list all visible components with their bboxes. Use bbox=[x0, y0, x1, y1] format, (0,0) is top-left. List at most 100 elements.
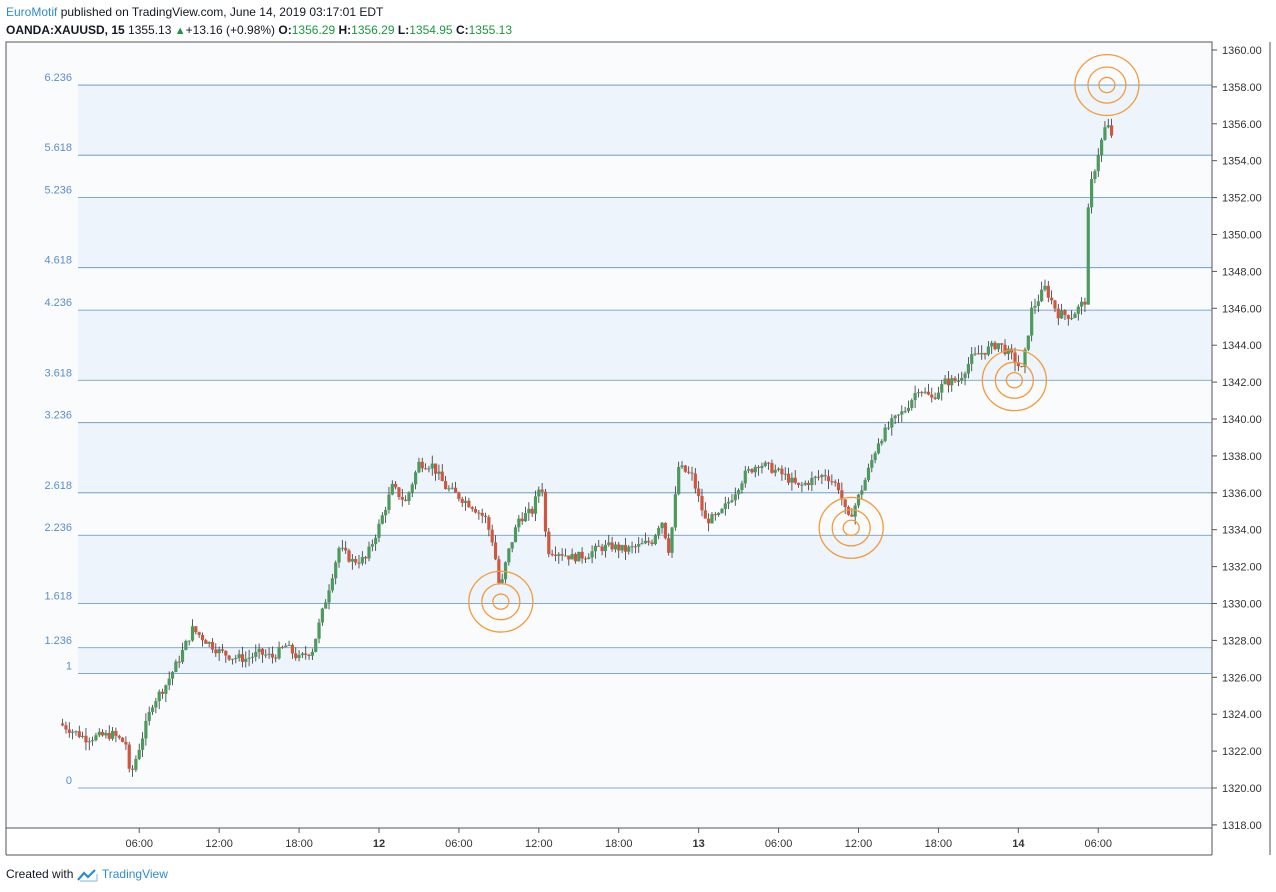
candle-body bbox=[860, 490, 864, 495]
candle-body bbox=[930, 394, 934, 398]
author-link[interactable]: EuroMotif bbox=[6, 5, 58, 19]
candle-body bbox=[557, 554, 561, 556]
y-tick-label: 1356.00 bbox=[1222, 119, 1262, 131]
plot-frame bbox=[5, 41, 1213, 829]
x-tick-label: 06:00 bbox=[125, 838, 153, 850]
candle-body bbox=[846, 507, 851, 515]
candle-body bbox=[493, 542, 498, 560]
candle-body bbox=[590, 551, 594, 558]
candle-body bbox=[134, 759, 138, 770]
y-tick-label: 1318.00 bbox=[1222, 820, 1262, 832]
y-tick-label: 1348.00 bbox=[1222, 266, 1262, 278]
candle-body bbox=[427, 468, 431, 470]
candle-body bbox=[906, 407, 911, 412]
candle-body bbox=[367, 546, 371, 559]
low-label: L: bbox=[397, 23, 410, 37]
low-value: 1354.95 bbox=[409, 23, 453, 37]
candle-body bbox=[946, 378, 951, 386]
candle-body bbox=[380, 515, 384, 524]
candle-body bbox=[227, 655, 231, 660]
candle-body bbox=[147, 711, 151, 721]
candle-body bbox=[943, 378, 947, 385]
fib-level-label: 5.618 bbox=[44, 142, 72, 154]
highlight-circle bbox=[1098, 76, 1116, 94]
candle-body bbox=[517, 518, 521, 528]
candle-body bbox=[144, 720, 148, 739]
candle-body bbox=[81, 735, 85, 737]
candle-body bbox=[896, 414, 901, 416]
fib-level-label: 4.618 bbox=[44, 255, 72, 267]
candle-body bbox=[637, 543, 641, 547]
candle-body bbox=[1060, 310, 1064, 319]
candle-body bbox=[843, 499, 847, 508]
candle-body bbox=[307, 655, 311, 657]
candle-body bbox=[1050, 297, 1054, 301]
candle-body bbox=[1066, 315, 1070, 319]
candle-body bbox=[886, 427, 891, 429]
candle-body bbox=[687, 471, 691, 473]
candle-body bbox=[384, 509, 388, 516]
candle-body bbox=[780, 468, 784, 475]
candle-body bbox=[543, 491, 548, 532]
candle-body bbox=[74, 731, 78, 733]
candle-body bbox=[757, 466, 761, 468]
candle-body bbox=[71, 731, 75, 733]
candle-body bbox=[1056, 308, 1060, 319]
close-label: C: bbox=[455, 23, 469, 37]
fib-level-label: 5.236 bbox=[44, 185, 72, 197]
candle-body bbox=[600, 546, 604, 552]
candle-body bbox=[583, 558, 588, 560]
y-tick-label: 1346.00 bbox=[1222, 303, 1262, 315]
fib-band bbox=[78, 197, 1212, 268]
candle-body bbox=[697, 488, 701, 497]
candle-body bbox=[1020, 366, 1024, 368]
candle-body bbox=[530, 508, 534, 514]
candle-body bbox=[776, 468, 781, 470]
candle-body bbox=[340, 547, 344, 549]
candle-body bbox=[670, 527, 674, 553]
candle-body bbox=[970, 354, 974, 364]
candle-body bbox=[680, 465, 684, 467]
candle-body bbox=[394, 483, 398, 488]
candle-body bbox=[1109, 125, 1114, 136]
candle-body bbox=[796, 482, 801, 485]
candle-body bbox=[414, 472, 418, 485]
x-tick-label: 06:00 bbox=[1084, 838, 1112, 850]
candle-body bbox=[430, 463, 434, 469]
candle-body bbox=[407, 492, 411, 501]
candle-body bbox=[267, 653, 271, 655]
tradingview-link[interactable]: TradingView bbox=[101, 867, 168, 881]
y-tick-label: 1322.00 bbox=[1222, 746, 1262, 758]
highlight-circle bbox=[1087, 66, 1127, 104]
x-tick-label: 12:00 bbox=[525, 838, 553, 850]
candle-body bbox=[826, 476, 831, 482]
candle-body bbox=[480, 512, 484, 516]
candle-body bbox=[963, 373, 967, 379]
candle-body bbox=[404, 499, 408, 501]
x-tick-label: 12:00 bbox=[845, 838, 873, 850]
candle-body bbox=[77, 731, 81, 737]
up-arrow-icon: ▲ bbox=[174, 25, 186, 37]
candle-body bbox=[627, 546, 631, 552]
candle-body bbox=[397, 487, 401, 498]
candle-body bbox=[700, 496, 704, 511]
candle-body bbox=[833, 481, 837, 483]
candle-body bbox=[550, 554, 554, 556]
candle-body bbox=[587, 557, 591, 560]
candle-body bbox=[290, 644, 294, 654]
candle-body bbox=[836, 482, 841, 491]
candle-body bbox=[740, 483, 744, 491]
candle-body bbox=[300, 653, 304, 656]
candle-body bbox=[693, 473, 697, 489]
candle-body bbox=[926, 391, 931, 395]
candle-body bbox=[417, 461, 421, 473]
fib-level-label: 1 bbox=[66, 661, 72, 673]
candle-body bbox=[880, 440, 884, 444]
candle-body bbox=[61, 723, 65, 726]
candle-body bbox=[94, 735, 98, 741]
candle-body bbox=[177, 661, 181, 663]
candle-body bbox=[1053, 300, 1057, 309]
candle-body bbox=[1000, 343, 1004, 345]
candle-body bbox=[733, 494, 737, 501]
